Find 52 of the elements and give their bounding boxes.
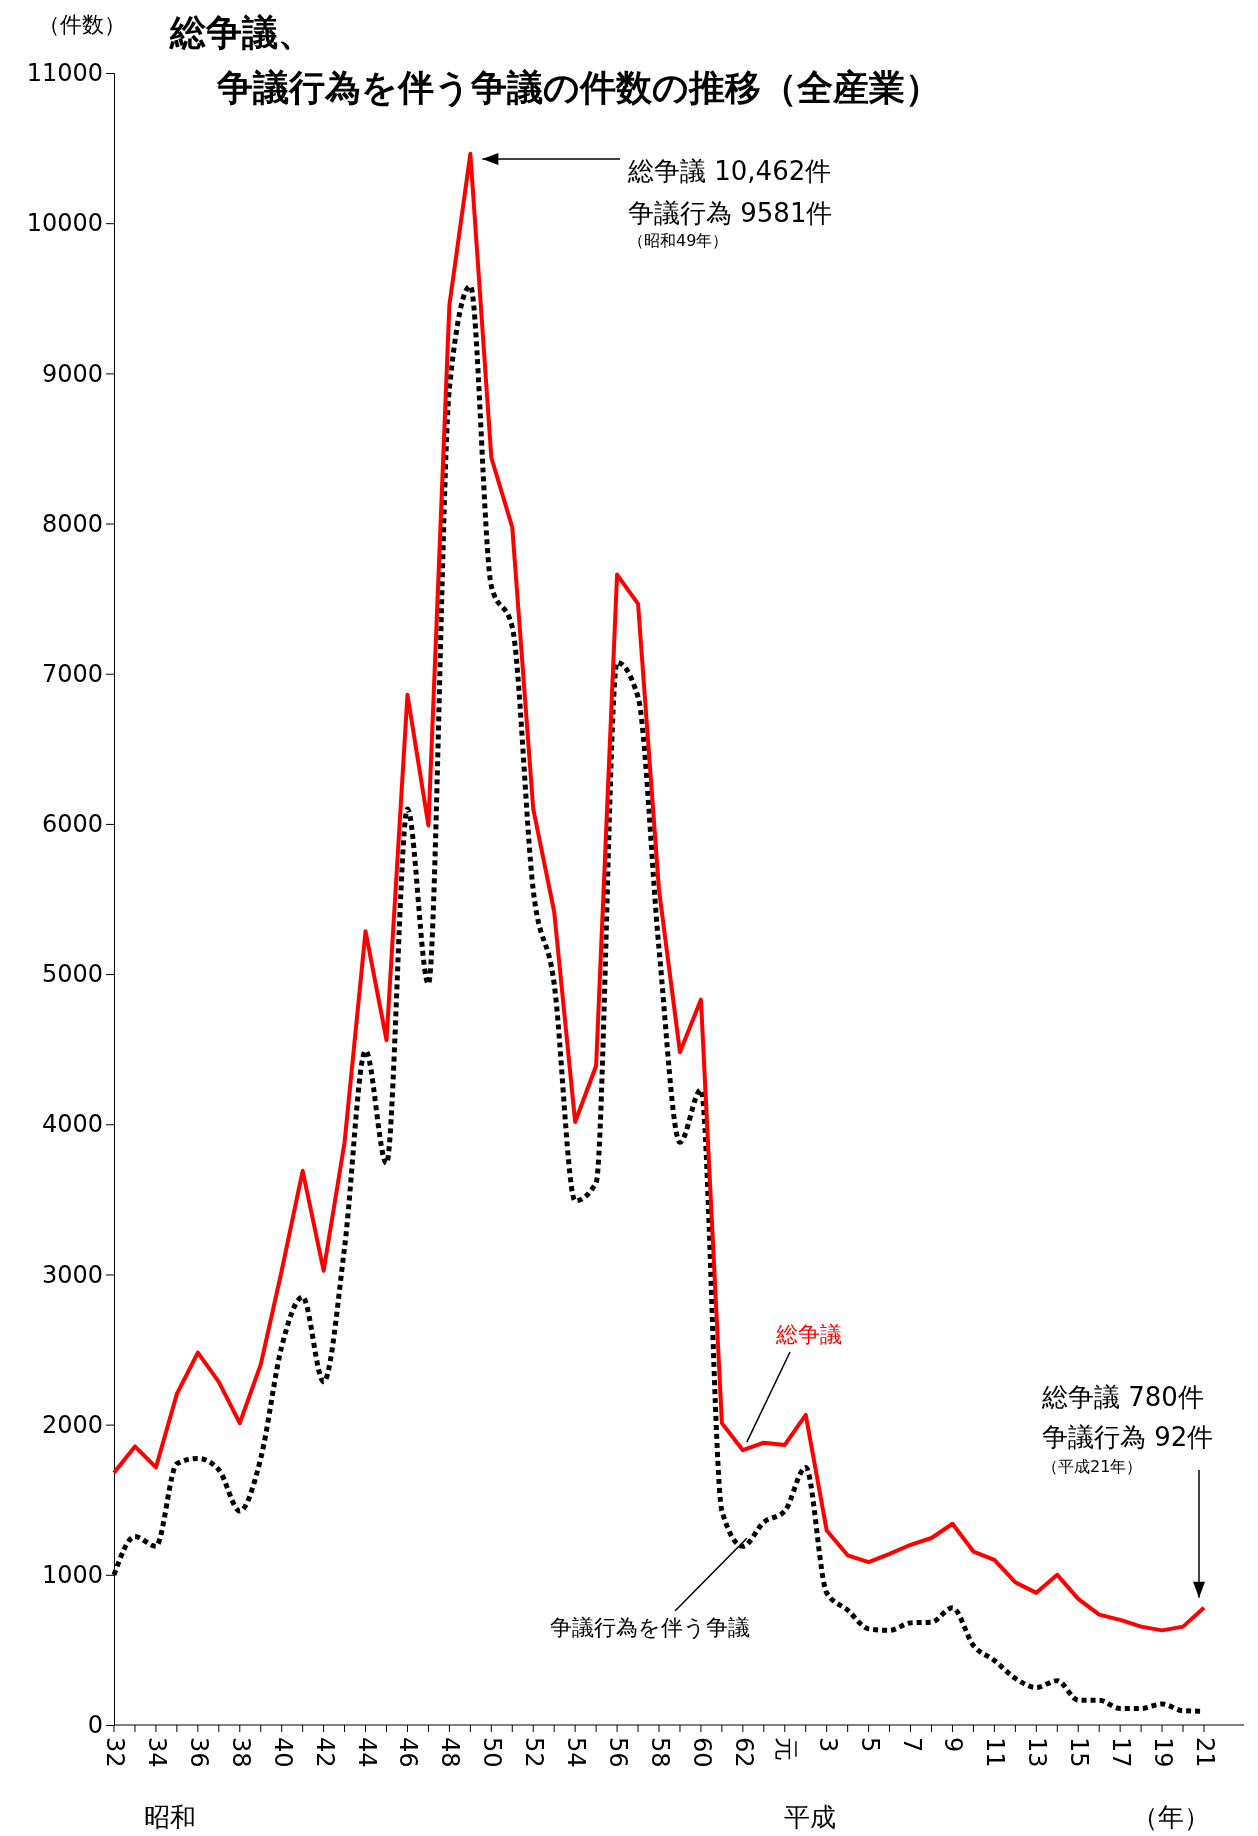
y-tick-label: 7000: [41, 659, 103, 688]
x-tick-label: 7: [897, 1737, 926, 1753]
x-tick-label: 44: [352, 1737, 381, 1768]
annotation: 総争議 780件: [1041, 1382, 1204, 1412]
y-tick-label: 1000: [41, 1561, 103, 1589]
x-tick-label: 58: [646, 1737, 674, 1768]
x-tick-label: 19: [1149, 1737, 1178, 1768]
text: （年）: [1132, 1802, 1210, 1832]
annotation: 争議行為 92件: [1042, 1422, 1214, 1452]
annotation: （昭和49年）: [628, 231, 729, 250]
y-tick-label: 10000: [26, 209, 103, 238]
y-tick-label: 8000: [41, 509, 103, 538]
x-tick-label: 42: [310, 1737, 339, 1768]
y-tick-label: 2000: [41, 1410, 103, 1439]
x-tick-label: 54: [562, 1737, 591, 1768]
text: 争議行為を伴う争議: [550, 1615, 750, 1640]
x-tick-label: 40: [268, 1737, 297, 1768]
y-tick-label: 5000: [41, 960, 103, 989]
text: 昭和: [144, 1802, 196, 1832]
y-tick-label: 11000: [26, 59, 103, 88]
y-tick-label: 4000: [41, 1110, 103, 1139]
annotation: 争議行為 9581件: [628, 198, 833, 228]
x-tick-label: 48: [436, 1737, 465, 1768]
y-tick-label: 6000: [41, 810, 103, 839]
x-tick-label: 17: [1107, 1737, 1136, 1768]
annotation: 総争議 10,462件: [627, 156, 832, 186]
y-tick-label: 9000: [41, 359, 103, 388]
x-tick-label: 3: [813, 1737, 842, 1753]
chart-title: 総争議、争議行為を伴う争議の件数の推移（全産業）: [169, 12, 941, 108]
y-tick-label: 3000: [41, 1260, 103, 1289]
x-tick-label: 5: [855, 1737, 884, 1753]
x-tick-label: 9: [939, 1737, 968, 1753]
annotation: （平成21年）: [1042, 1457, 1143, 1476]
text: 総争議: [775, 1322, 842, 1347]
x-tick-label: 62: [729, 1737, 758, 1768]
x-tick-label: 46: [394, 1737, 423, 1768]
x-tick-label: 15: [1065, 1737, 1094, 1768]
x-tick-label: 60: [687, 1737, 716, 1768]
x-tick-label: 36: [184, 1737, 213, 1768]
text: 平成: [784, 1802, 836, 1832]
x-tick-label: 38: [226, 1737, 255, 1768]
x-tick-label: 52: [520, 1737, 549, 1768]
x-tick-label: 34: [142, 1737, 171, 1768]
y-axis-title: （件数）: [38, 12, 126, 37]
x-tick-label: 21: [1191, 1737, 1219, 1768]
x-tick-label: 32: [101, 1737, 129, 1768]
x-tick-label: 50: [478, 1737, 507, 1768]
y-tick-label: 0: [87, 1711, 103, 1740]
x-tick-label: 11: [981, 1737, 1010, 1768]
x-tick-label: 56: [604, 1737, 633, 1768]
x-tick-label: 13: [1023, 1737, 1052, 1768]
x-tick-label: 元: [771, 1737, 800, 1761]
